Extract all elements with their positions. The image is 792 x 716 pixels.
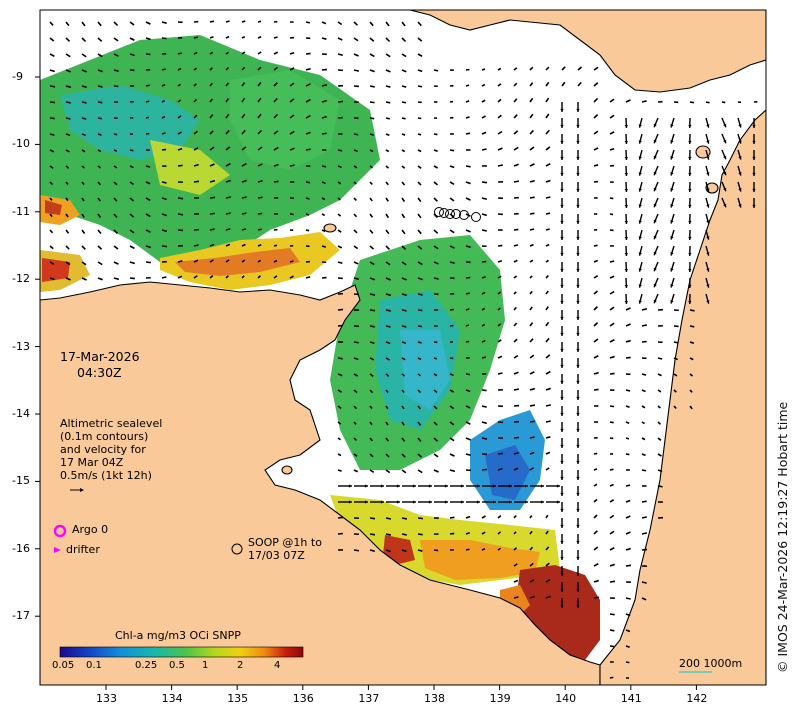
y-tick-label: -10: [12, 137, 30, 151]
soop-track: [434, 207, 481, 222]
altimetry-line4: 17 Mar 04Z: [60, 456, 124, 469]
altimetry-line2: (0.1m contours): [60, 430, 149, 443]
y-tick-label: -16: [12, 541, 30, 555]
drifter-marker-icon: [54, 547, 61, 553]
altimetry-line5: 0.5m/s (1kt 12h): [60, 469, 152, 482]
colorbar-tick-label: 0.25: [135, 660, 158, 671]
x-tick-label: 140: [555, 692, 577, 705]
x-tick-label: 137: [358, 692, 380, 705]
soop-label-line2: 17/03 07Z: [248, 549, 305, 562]
x-tick-label: 141: [620, 692, 642, 705]
map-time: 04:30Z: [77, 365, 122, 380]
x-axis-ticks: [105, 685, 697, 690]
altimetry-line3: and velocity for: [60, 443, 146, 456]
altimetry-line1: Altimetric sealevel: [60, 417, 163, 430]
colorbar-tick-label: 1: [202, 660, 209, 671]
x-tick-label: 139: [489, 692, 511, 705]
x-tick-label: 138: [424, 692, 445, 705]
colorbar-title: Chl-a mg/m3 OCi SNPP: [115, 629, 241, 642]
y-tick-label: -12: [12, 272, 30, 286]
x-tick-label: 136: [292, 692, 314, 705]
y-tick-label: -17: [12, 609, 30, 623]
colorbar: [59, 646, 304, 658]
argo-label: Argo 0: [72, 523, 109, 536]
velocity-arrows: [49, 20, 758, 679]
y-tick-label: -14: [12, 407, 30, 420]
colorbar-tick-label: 2: [237, 660, 244, 671]
y-axis-ticks: [35, 76, 40, 617]
x-tick-label: 135: [227, 692, 249, 705]
drifter-label: drifter: [66, 543, 100, 556]
land: [40, 10, 766, 685]
credit-text: © IMOS 24-Mar-2026 12:19:27 Hobart time: [775, 401, 790, 673]
soop-marker-icon: [231, 543, 243, 555]
argo-marker-icon: [53, 524, 67, 538]
scale-label: 200 1000m: [679, 657, 743, 670]
colorbar-tick-label: 0.05: [52, 660, 75, 671]
x-tick-label: 134: [161, 692, 183, 705]
y-tick-label: -15: [12, 474, 30, 488]
colorbar-tick-label: 4: [274, 660, 281, 671]
map-frame: [39, 9, 767, 686]
colorbar-tick-label: 0.5: [169, 660, 185, 671]
x-tick-label: 142: [686, 692, 708, 705]
y-tick-label: -9: [12, 70, 23, 83]
y-tick-label: -11: [12, 204, 30, 218]
x-tick-label: 133: [96, 692, 117, 705]
chlorophyll-field: [40, 35, 600, 660]
legend-velocity-arrow: [70, 488, 84, 492]
soop-label-line1: SOOP @1h to: [248, 536, 322, 549]
colorbar-tick-label: 0.1: [86, 660, 102, 671]
map-date: 17-Mar-2026: [60, 349, 140, 364]
y-tick-label: -13: [12, 339, 30, 353]
